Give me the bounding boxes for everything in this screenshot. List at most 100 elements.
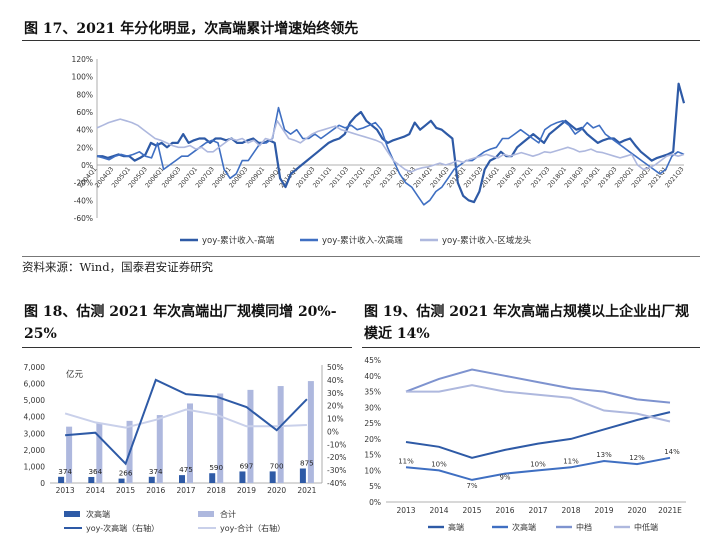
legend-label-0: 高端 (448, 522, 464, 532)
legend-label-1: 次高端 (512, 522, 536, 532)
x-tick-label: 2013 (56, 486, 75, 495)
y-right-tick-label: 0% (327, 427, 339, 436)
y-left-tick-label: 0 (40, 479, 45, 488)
bar-value-label: 590 (209, 463, 223, 472)
unit-label: 亿元 (66, 369, 84, 380)
series-line-0 (405, 411, 671, 459)
y-left-tick-label: 2,000 (24, 446, 46, 455)
bar-value-label: 266 (119, 469, 133, 478)
bar-subhigh (58, 476, 65, 483)
y-tick-label: 30% (364, 403, 381, 412)
fig17-chart: 120%100%80%60%40%20%0%-20%-40%-60%2004Q1… (72, 55, 686, 246)
bar-subhigh (179, 475, 185, 483)
bar-value-label: 700 (270, 461, 284, 470)
y-right-tick-label: -30% (327, 466, 346, 475)
data-label: 14% (664, 448, 680, 456)
y-right-tick-label: 10% (327, 415, 344, 424)
y-right-tick-label: 30% (327, 389, 344, 398)
y-right-tick-label: -20% (327, 453, 346, 462)
legend-label-2: yoy-累计收入-区域龙头 (442, 235, 532, 246)
x-tick-label: 2017 (528, 506, 547, 515)
bar-subhigh (269, 471, 276, 483)
series-line-0 (97, 82, 686, 204)
series-line-1 (96, 106, 685, 206)
bar-subhigh (299, 468, 306, 483)
y-left-tick-label: 4,000 (24, 413, 46, 422)
bar-total (66, 426, 73, 483)
legend-label-2: 中档 (576, 522, 592, 532)
y-right-tick-label: 50% (327, 363, 344, 372)
legend-label-0: 次高端 (86, 509, 110, 519)
legend-label-3: yoy-合计（右轴） (220, 523, 285, 533)
bar-value-label: 374 (149, 467, 163, 476)
x-tick-label: 2014 (429, 506, 448, 515)
bar-value-label: 697 (240, 461, 254, 470)
y-left-tick-label: 1,000 (24, 462, 46, 471)
y-tick-label: 35% (364, 388, 381, 397)
data-label: 13% (596, 451, 612, 459)
y-tick-label: 60% (76, 108, 93, 117)
legend-label-1: 合计 (220, 509, 236, 519)
x-tick-label: 2016 (146, 486, 165, 495)
y-tick-label: -40% (74, 196, 93, 205)
y-tick-label: 0% (81, 161, 93, 170)
x-tick-label: 2021E (658, 506, 682, 515)
y-tick-label: 10% (364, 466, 381, 475)
x-tick-label: 2021 (297, 486, 316, 495)
y-tick-label: 45% (364, 356, 381, 365)
bar-value-label: 475 (179, 465, 193, 474)
y-tick-label: 0% (369, 498, 381, 507)
fig17-title: 图 17、2021 年分化明显，次高端累计增速始终领先 (24, 21, 359, 37)
bar-value-label: 875 (300, 459, 314, 468)
data-label: 10% (530, 460, 546, 468)
y-tick-label: -20% (74, 179, 93, 188)
y-right-tick-label: -40% (327, 479, 346, 488)
x-tick-label: 2020 (267, 486, 286, 495)
fig19-title-line1: 图 19、估测 2021 年次高端占规模以上企业出厂规 (364, 304, 690, 320)
bar-total (156, 415, 163, 483)
y-tick-label: 5% (369, 482, 381, 491)
y-left-tick-label: 6,000 (24, 380, 46, 389)
y-tick-label: 40% (76, 126, 93, 135)
bar-subhigh (118, 478, 125, 483)
series-line-2 (96, 118, 685, 173)
fig17-bottom-rule (22, 256, 700, 257)
series-line-2 (65, 378, 308, 466)
data-label: 9% (499, 474, 510, 482)
bar-value-label: 374 (58, 467, 72, 476)
y-tick-label: 80% (76, 90, 93, 99)
legend-label-2: yoy-次高端（右轴） (86, 523, 159, 533)
data-label: 11% (563, 457, 579, 465)
data-label: 12% (629, 454, 645, 462)
bar-subhigh (239, 471, 246, 483)
bar-total (277, 386, 284, 483)
legend-swatch-1 (198, 511, 214, 517)
bar-subhigh (88, 476, 95, 483)
y-tick-label: 25% (364, 419, 381, 428)
x-tick-label: 2019 (594, 506, 613, 515)
bar-subhigh (209, 473, 216, 483)
fig18-title-line2: 25% (24, 326, 57, 342)
y-right-tick-label: 40% (327, 376, 344, 385)
series-line-3 (406, 384, 671, 423)
y-left-tick-label: 7,000 (24, 363, 46, 372)
series-line-1 (405, 456, 671, 481)
x-tick-label: 2016 (495, 506, 514, 515)
x-tick-label: 2017 (176, 486, 195, 495)
y-tick-label: 15% (364, 451, 381, 460)
data-label: 10% (431, 460, 447, 468)
y-tick-label: 120% (72, 55, 93, 64)
bar-total (307, 381, 314, 483)
x-tick-label: 2020 (627, 506, 646, 515)
bar-total (247, 389, 254, 483)
y-tick-label: 20% (364, 435, 381, 444)
fig18-title-line1: 图 18、估测 2021 年次高端出厂规模同增 20%- (24, 304, 337, 320)
bar-subhigh (148, 476, 155, 483)
x-tick-label: 2019 (237, 486, 256, 495)
data-label: 7% (466, 482, 477, 490)
y-left-tick-label: 5,000 (24, 396, 46, 405)
legend-label-1: yoy-累计收入-次高端 (322, 235, 403, 246)
source-note: 资料来源：Wind，国泰君安证券研究 (22, 260, 214, 274)
